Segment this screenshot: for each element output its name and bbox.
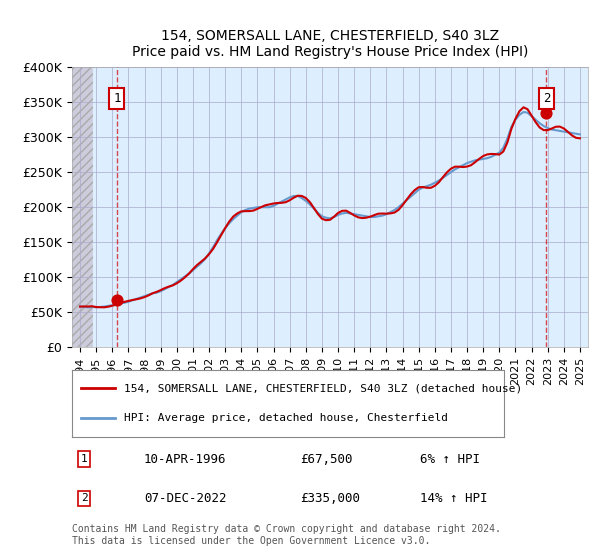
Text: £335,000: £335,000 <box>300 492 360 505</box>
Point <box>542 108 551 117</box>
Bar <box>72 67 93 347</box>
Text: 07-DEC-2022: 07-DEC-2022 <box>144 492 227 505</box>
Text: 6% ↑ HPI: 6% ↑ HPI <box>420 452 480 466</box>
Text: 1: 1 <box>80 454 88 464</box>
Bar <box>93 67 588 347</box>
Text: 154, SOMERSALL LANE, CHESTERFIELD, S40 3LZ (detached house): 154, SOMERSALL LANE, CHESTERFIELD, S40 3… <box>124 384 522 394</box>
Text: Contains HM Land Registry data © Crown copyright and database right 2024.
This d: Contains HM Land Registry data © Crown c… <box>72 524 501 546</box>
Text: 2: 2 <box>80 493 88 503</box>
Text: 10-APR-1996: 10-APR-1996 <box>144 452 227 466</box>
Title: 154, SOMERSALL LANE, CHESTERFIELD, S40 3LZ
Price paid vs. HM Land Registry's Hou: 154, SOMERSALL LANE, CHESTERFIELD, S40 3… <box>132 29 528 59</box>
Text: £67,500: £67,500 <box>300 452 353 466</box>
Bar <box>72 67 93 347</box>
Text: 1: 1 <box>113 92 121 105</box>
Text: HPI: Average price, detached house, Chesterfield: HPI: Average price, detached house, Ches… <box>124 413 448 423</box>
Text: 14% ↑ HPI: 14% ↑ HPI <box>420 492 487 505</box>
Text: 2: 2 <box>542 92 550 105</box>
Point <box>112 296 122 305</box>
